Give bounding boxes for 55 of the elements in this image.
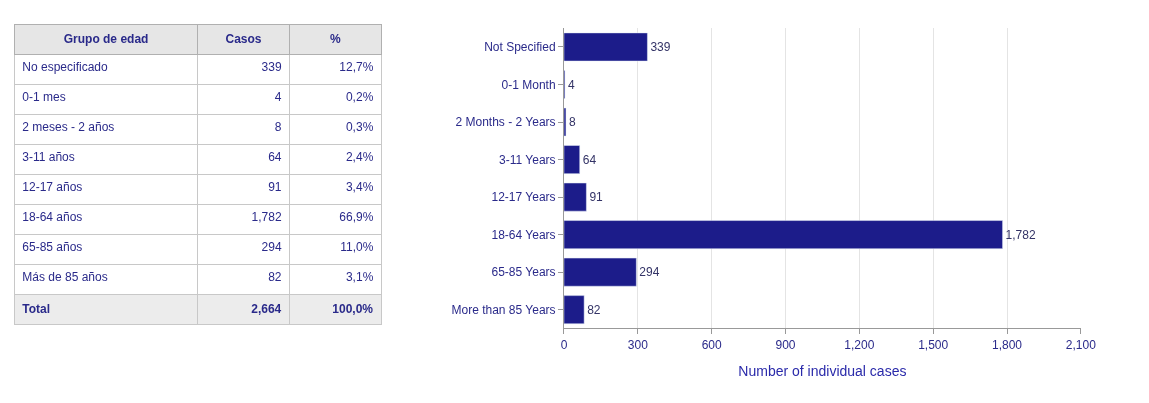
data-label: 1,782 bbox=[1005, 227, 1036, 242]
data-label: 91 bbox=[589, 190, 604, 205]
series-label: % bbox=[329, 32, 341, 47]
data-label: 4 bbox=[567, 77, 575, 92]
x-tick-label: 2,100 bbox=[1065, 337, 1097, 352]
y-tick-label: 65-85 Years bbox=[491, 265, 556, 280]
x-tick-label: 300 bbox=[627, 337, 649, 352]
data-label: 2,664 bbox=[251, 302, 282, 317]
y-tick-label: 18-64 Years bbox=[491, 227, 556, 242]
x-tick-label: 0 bbox=[560, 337, 568, 352]
category-label: 12-17 años bbox=[22, 180, 83, 195]
data-label: 3,1% bbox=[345, 270, 374, 285]
y-tick-label: More than 85 Years bbox=[451, 302, 556, 317]
category-label: 2 meses - 2 años bbox=[22, 120, 115, 135]
x-tick-label: 1,200 bbox=[844, 337, 875, 352]
data-label: 64 bbox=[268, 150, 282, 165]
data-label: 100,0% bbox=[332, 302, 374, 317]
data-label: 3,4% bbox=[345, 180, 374, 195]
data-label: 91 bbox=[268, 180, 282, 195]
data-label: 2,4% bbox=[345, 150, 374, 165]
x-tick-label: 900 bbox=[775, 337, 796, 352]
data-label: 0,2% bbox=[345, 90, 374, 105]
text: Casos bbox=[225, 32, 262, 47]
y-tick-label: 3-11 Years bbox=[499, 152, 556, 167]
data-label: 339 bbox=[261, 60, 282, 75]
data-label: 8 bbox=[274, 120, 282, 135]
y-tick-label: 12-17 Years bbox=[491, 190, 556, 205]
data-label: 12,7% bbox=[339, 60, 374, 75]
text: Grupo de edad bbox=[63, 32, 149, 47]
category-label: Total bbox=[22, 302, 51, 317]
data-label: 0,3% bbox=[345, 120, 374, 135]
data-label: 294 bbox=[639, 265, 660, 280]
data-label: 8 bbox=[568, 115, 576, 130]
category-label: 18-64 años bbox=[22, 210, 83, 225]
data-label: 82 bbox=[587, 302, 601, 317]
category-label: No especificado bbox=[22, 60, 109, 75]
y-tick-label: 2 Months - 2 Years bbox=[455, 115, 556, 130]
y-tick-label: Not Specified bbox=[484, 40, 556, 55]
category-label: 3-11 años bbox=[22, 150, 75, 165]
data-label: 11,0% bbox=[340, 240, 374, 255]
category-label: 0-1 mes bbox=[22, 90, 66, 105]
data-label: 294 bbox=[261, 240, 282, 255]
x-tick-label: 600 bbox=[701, 337, 722, 352]
x-tick-label: 1,800 bbox=[991, 337, 1023, 352]
category-label: 65-85 años bbox=[22, 240, 83, 255]
data-label: 64 bbox=[582, 152, 597, 167]
data-label: 82 bbox=[268, 270, 282, 285]
category-label: Más de 85 años bbox=[22, 270, 108, 285]
y-tick-label: 0-1 Month bbox=[501, 77, 556, 92]
data-label: 66,9% bbox=[339, 210, 374, 225]
data-label: 4 bbox=[274, 90, 282, 105]
data-label: 339 bbox=[650, 39, 671, 54]
data-label: 1,782 bbox=[251, 210, 282, 225]
x-tick-label: 1,500 bbox=[918, 337, 949, 352]
x-axis-title: Number of individual cases bbox=[738, 363, 907, 380]
